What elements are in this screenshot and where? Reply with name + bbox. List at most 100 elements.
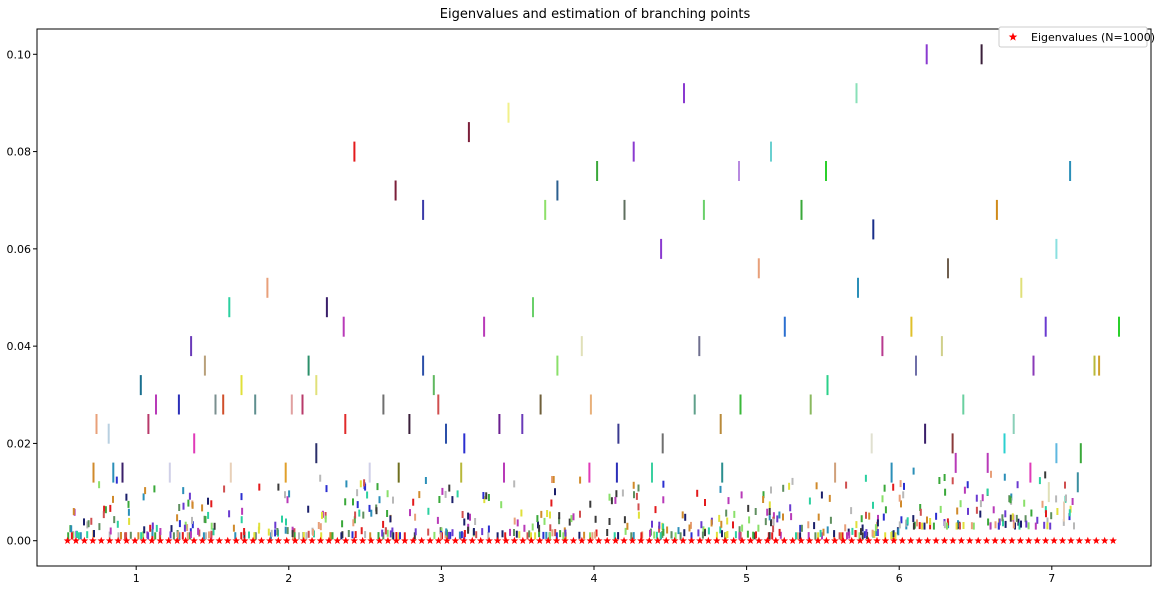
- dense-branch-marker: [241, 507, 244, 515]
- dense-branch-marker: [1025, 520, 1028, 528]
- dense-branch-marker: [352, 498, 354, 506]
- dense-branch-marker: [520, 509, 523, 517]
- legend-star-marker: [1008, 32, 1018, 41]
- dense-branch-marker: [70, 525, 73, 533]
- x-tick-label: 7: [1048, 572, 1055, 585]
- dense-branch-marker: [378, 496, 381, 504]
- dense-branch-marker: [883, 484, 886, 492]
- dense-branch-marker: [274, 521, 277, 529]
- dense-branch-marker: [281, 515, 283, 523]
- dense-branch-marker: [461, 511, 464, 518]
- dense-branch-marker: [875, 529, 878, 536]
- dense-branch-marker: [796, 532, 799, 540]
- dense-branch-marker: [568, 518, 571, 526]
- dense-branch-marker: [324, 515, 327, 523]
- dense-branch-marker: [726, 517, 729, 525]
- branch-marker: [422, 355, 425, 376]
- branch-marker: [408, 414, 411, 434]
- dense-branch-marker: [83, 518, 85, 526]
- dense-branch-marker: [828, 494, 831, 502]
- dense-branch-marker: [232, 524, 235, 532]
- eigenvalue-point: [502, 536, 510, 544]
- eigenvalue-point: [906, 536, 915, 544]
- dense-branch-marker: [721, 530, 723, 538]
- branch-marker: [445, 423, 447, 444]
- dense-branch-marker: [284, 526, 287, 534]
- eigenvalue-point: [316, 536, 325, 544]
- dense-branch-marker: [1004, 520, 1007, 528]
- dense-branch-marker: [851, 527, 854, 535]
- branch-marker: [190, 336, 193, 357]
- eigenvalue-point: [1109, 536, 1117, 544]
- dense-branch-marker: [799, 532, 802, 540]
- dense-branch-marker: [919, 504, 922, 511]
- dense-branch-marker: [513, 517, 516, 525]
- dense-branch-marker: [666, 526, 669, 534]
- eigenvalue-point: [1024, 536, 1033, 544]
- branch-marker: [980, 44, 983, 65]
- dense-branch-marker: [395, 532, 398, 539]
- dense-branch-marker: [392, 496, 394, 504]
- dense-branch-marker: [946, 522, 948, 530]
- dense-branch-marker: [789, 504, 792, 512]
- dense-branch-marker: [151, 522, 154, 530]
- branch-marker: [325, 297, 328, 318]
- eigenvalue-point: [114, 536, 122, 544]
- dense-branch-marker: [412, 498, 415, 506]
- branch-marker: [368, 462, 371, 483]
- dense-branch-marker: [370, 509, 373, 517]
- dense-branch-marker: [258, 522, 261, 530]
- dense-branch-marker: [861, 524, 864, 532]
- dense-branch-marker: [894, 532, 897, 540]
- eigenvalue-point: [207, 536, 215, 544]
- dense-branch-marker: [1003, 473, 1006, 481]
- dense-branch-marker: [873, 530, 876, 538]
- dense-branch-marker: [782, 513, 784, 521]
- eigenvalue-point: [392, 536, 401, 544]
- eigenvalue-point: [105, 536, 114, 544]
- dense-branch-marker: [354, 531, 357, 539]
- dense-branch-marker: [253, 532, 256, 540]
- dense-branch-marker: [448, 484, 451, 492]
- branch-marker: [214, 394, 217, 415]
- branch-marker: [698, 336, 701, 357]
- dense-branch-marker: [204, 516, 207, 524]
- dense-branch-marker: [143, 526, 146, 534]
- dense-branch-marker: [325, 485, 328, 493]
- dense-branch-marker: [1044, 471, 1047, 479]
- branch-marker: [954, 452, 957, 473]
- eigenvalue-point: [1075, 536, 1084, 544]
- dense-branch-marker: [1012, 521, 1015, 529]
- dense-branch-marker: [770, 486, 772, 494]
- branch-marker: [617, 423, 620, 444]
- dense-branch-marker: [956, 507, 959, 515]
- dense-branch-marker: [1027, 522, 1030, 530]
- dense-branch-marker: [386, 529, 389, 537]
- branch-marker: [940, 336, 943, 357]
- legend-label: Eigenvalues (N=1000): [1031, 31, 1155, 44]
- branch-marker: [301, 394, 304, 415]
- dense-branch-marker: [1049, 522, 1052, 530]
- dense-branch-marker: [1064, 481, 1066, 489]
- dense-branch-marker: [212, 528, 215, 536]
- dense-branch-marker: [427, 528, 430, 536]
- eigenvalue-point: [814, 536, 822, 544]
- branch-marker: [924, 423, 927, 444]
- dense-branch-marker: [554, 488, 556, 496]
- dense-branch-marker: [662, 496, 665, 504]
- dense-branch-marker: [277, 483, 280, 491]
- dense-branch-marker: [753, 532, 756, 540]
- dense-branch-marker: [594, 515, 597, 523]
- branch-marker: [660, 238, 663, 259]
- dense-branch-marker: [776, 515, 779, 523]
- dense-branch-marker: [630, 532, 633, 540]
- dense-branch-marker: [381, 529, 384, 537]
- dense-branch-marker: [778, 511, 781, 519]
- dense-branch-marker: [433, 531, 436, 539]
- x-tick-label: 1: [133, 572, 140, 585]
- dense-branch-marker: [307, 530, 310, 538]
- dense-branch-marker: [766, 508, 769, 516]
- dense-branch-marker: [243, 528, 246, 535]
- dense-branch-marker: [72, 508, 75, 515]
- dense-branch-marker: [530, 532, 532, 540]
